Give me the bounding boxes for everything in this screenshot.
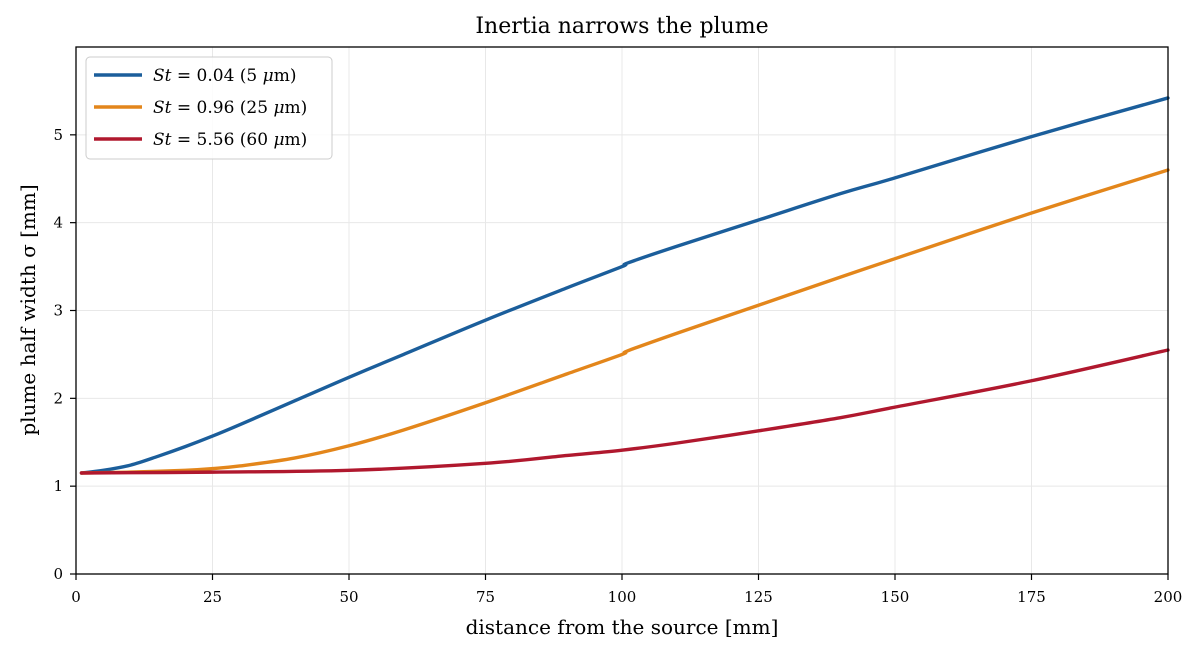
x-tick-label: 75	[476, 588, 495, 606]
series-layer	[79, 96, 1170, 475]
x-tick-label: 125	[744, 588, 773, 606]
y-axis: 0 1 2 3 4 5	[53, 126, 76, 583]
y-tick-label: 2	[53, 389, 63, 407]
legend-label-part: = 0.96 (25	[171, 98, 273, 118]
x-tick-label: 50	[339, 588, 358, 606]
series-line-1	[79, 96, 1170, 475]
y-tick-label: 3	[53, 302, 63, 320]
series-line-3	[79, 348, 1170, 475]
legend-label-part: St	[153, 130, 172, 150]
x-tick-label: 200	[1154, 588, 1183, 606]
y-tick-label: 4	[53, 214, 63, 232]
x-tick-label: 0	[71, 588, 81, 606]
series-line-2	[79, 168, 1170, 475]
legend-label-part: m)	[285, 98, 308, 118]
x-axis: 0 25 50 75 100 125 150 175 200	[71, 574, 1182, 606]
x-axis-label: distance from the source [mm]	[466, 615, 779, 639]
y-tick-label: 0	[53, 565, 63, 583]
x-tick-label: 100	[608, 588, 637, 606]
legend-label-part: = 5.56 (60	[171, 130, 273, 150]
legend-label-part: m)	[274, 66, 297, 86]
legend-label-3: St = 5.56 (60 μm)	[153, 130, 307, 150]
legend-label-2: St = 0.96 (25 μm)	[153, 98, 307, 118]
x-tick-label: 25	[203, 588, 222, 606]
legend-label-1: St = 0.04 (5 μm)	[153, 66, 296, 86]
y-tick-label: 5	[53, 126, 63, 144]
legend-box	[85, 56, 333, 160]
x-tick-label: 150	[881, 588, 910, 606]
y-axis-label: plume half width σ [mm]	[16, 184, 40, 435]
legend-label-part: m)	[285, 130, 308, 150]
chart-title: Inertia narrows the plume	[475, 14, 768, 39]
legend-label-part: μ	[273, 98, 284, 118]
legend-label-part: = 0.04 (5	[171, 66, 262, 86]
legend-label-part: μ	[273, 130, 284, 150]
legend-label-part: St	[153, 98, 172, 118]
x-tick-label: 175	[1017, 588, 1046, 606]
y-tick-label: 1	[53, 477, 63, 495]
legend: St = 0.04 (5 μm)St = 0.96 (25 μm)St = 5.…	[85, 56, 333, 160]
legend-label-part: μ	[263, 66, 274, 86]
legend-label-part: St	[153, 66, 172, 86]
